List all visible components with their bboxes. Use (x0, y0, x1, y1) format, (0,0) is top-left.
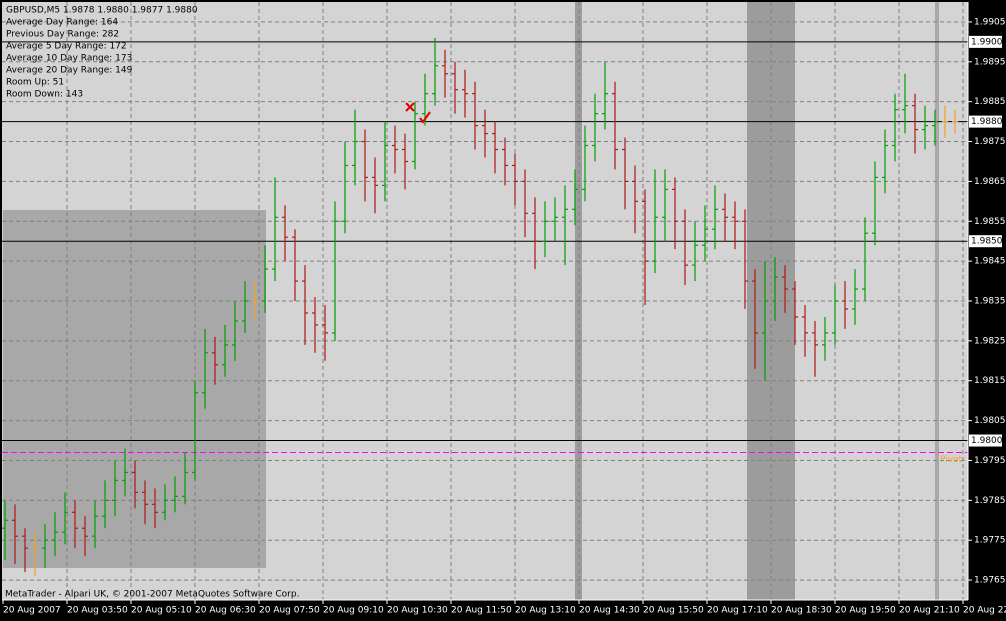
y-tick-label: 1.9765 (974, 576, 1006, 586)
y-tick-label: 1.9805 (974, 416, 1006, 426)
x-tick-label: 20 Aug 22:30 (963, 606, 1006, 616)
y-tick-label: 1.9855 (974, 217, 1006, 227)
y-tick-label: 1.9845 (974, 257, 1006, 267)
price-level-label: 1.9900 (971, 37, 1003, 47)
x-tick-label: 20 Aug 11:50 (451, 606, 512, 616)
y-tick-label: 1.9775 (974, 536, 1006, 546)
x-tick-label: 20 Aug 14:30 (579, 606, 640, 616)
x-tick-label: 20 Aug 13:10 (515, 606, 576, 616)
x-tick-label: 20 Aug 2007 (3, 606, 61, 616)
y-tick-label: 1.9905 (974, 17, 1006, 27)
price-level-label: 1.9880 (971, 117, 1003, 127)
info-line: Average 20 Day Range: 149 (6, 66, 133, 76)
info-line: Room Up: 51 (6, 78, 64, 88)
x-tick-label: 20 Aug 10:30 (387, 606, 448, 616)
price-level-label: 1.9850 (971, 237, 1003, 247)
y-tick-label: 1.9825 (974, 336, 1006, 346)
bars (2, 37, 958, 577)
info-line: Average 5 Day Range: 172 (6, 42, 127, 52)
x-tick-label: 20 Aug 19:50 (835, 606, 896, 616)
price-level-box (969, 235, 1002, 248)
footer: MetaTrader - Alpari UK, © 2001-2007 Meta… (5, 590, 299, 600)
x-tick-label: 20 Aug 21:10 (899, 606, 960, 616)
price-level-box (969, 434, 1002, 447)
y-tick-label: 1.9795 (974, 456, 1006, 466)
x-tick-label: 20 Aug 07:50 (259, 606, 320, 616)
y-tick-label: 1.9785 (974, 496, 1006, 506)
y-tick-label: 1.9885 (974, 97, 1006, 107)
shaded-range (3, 210, 266, 568)
trade-markers (405, 102, 431, 124)
x-tick-label: 20 Aug 17:10 (707, 606, 768, 616)
pivot-label: Pivot (940, 455, 963, 465)
y-tick-label: 1.9875 (974, 137, 1006, 147)
x-tick-label: 20 Aug 06:30 (195, 606, 256, 616)
info-panel: GBPUSD,M5 1.9878 1.9880 1.9877 1.9880 Av… (6, 6, 198, 100)
info-line: Average Day Range: 164 (6, 18, 118, 28)
info-line: Previous Day Range: 282 (6, 30, 119, 40)
x-tick-label: 20 Aug 15:50 (643, 606, 704, 616)
price-level-box (969, 35, 1002, 48)
close-marker (405, 102, 415, 112)
levels (2, 41, 968, 453)
y-tick-label: 1.9815 (974, 376, 1006, 386)
x-tick-label: 20 Aug 18:30 (771, 606, 832, 616)
info-line: Average 10 Day Range: 173 (6, 54, 132, 64)
open-marker (419, 111, 431, 124)
price-level-box (969, 115, 1002, 128)
y-tick-label: 1.9895 (974, 57, 1006, 67)
grid (2, 2, 968, 600)
y-tick-label: 1.9865 (974, 177, 1006, 187)
x-tick-label: 20 Aug 09:10 (323, 606, 384, 616)
symbol-header: GBPUSD,M5 1.9878 1.9880 1.9877 1.9880 (6, 6, 198, 16)
price-level-label: 1.9800 (971, 436, 1003, 446)
info-line: Room Down: 143 (6, 90, 83, 100)
y-tick-label: 1.9835 (974, 297, 1006, 307)
x-tick-label: 20 Aug 03:50 (67, 606, 128, 616)
x-tick-label: 20 Aug 05:10 (131, 606, 192, 616)
